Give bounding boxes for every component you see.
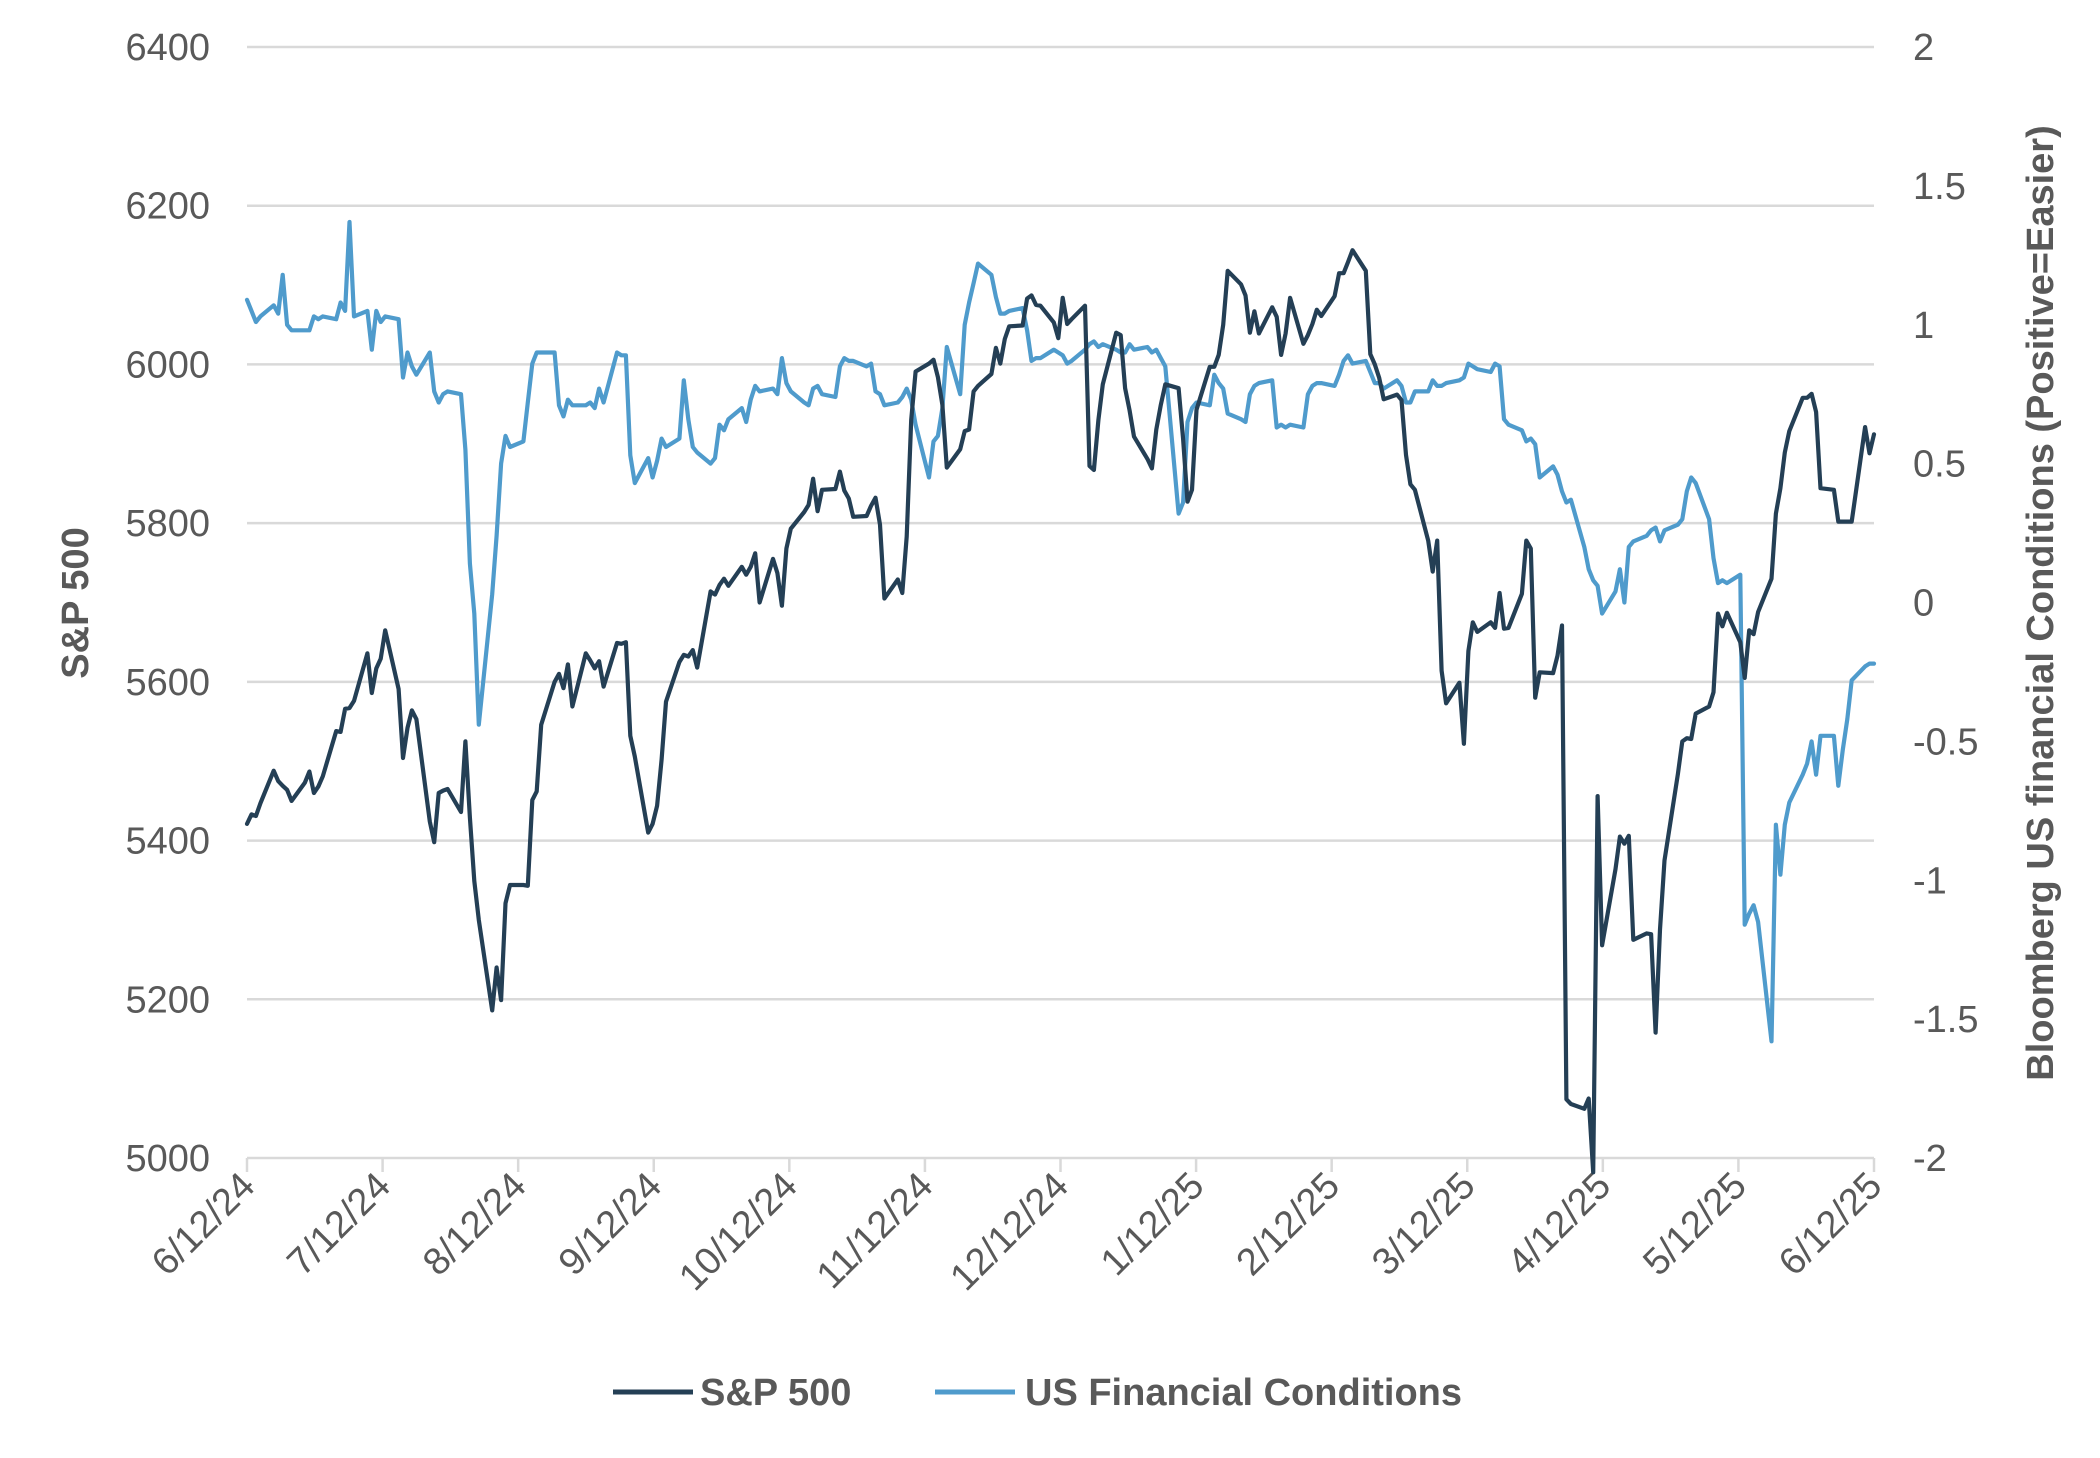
x-tick-label: 8/12/24 — [415, 1165, 534, 1284]
left-y-tick-label: 5400 — [125, 821, 210, 863]
x-tick-label: 5/12/25 — [1635, 1165, 1754, 1284]
x-tick-label: 7/12/24 — [280, 1165, 399, 1284]
legend-label-us-financial-conditions: US Financial Conditions — [1025, 1372, 1462, 1414]
x-tick-label: 9/12/24 — [551, 1165, 670, 1284]
series-line-sp500 — [244, 248, 1877, 1175]
right-y-tick-label: -2 — [1913, 1138, 1947, 1180]
x-tick-label: 11/12/24 — [809, 1165, 941, 1297]
x-tick-label: 12/12/24 — [943, 1165, 1077, 1299]
legend-label-sp500: S&P 500 — [700, 1372, 851, 1414]
right-y-axis-title: Bloomberg US financial Conditions (Posit… — [2020, 125, 2062, 1080]
left-y-tick-label: 5200 — [125, 979, 210, 1021]
x-tick-label: 4/12/25 — [1500, 1165, 1619, 1284]
right-y-tick-label: 2 — [1913, 27, 1934, 69]
left-y-tick-label: 6000 — [125, 344, 210, 386]
x-tick-label: 10/12/24 — [671, 1165, 805, 1299]
right-y-tick-label: 1.5 — [1913, 166, 1966, 208]
series-line-us-financial-conditions — [244, 219, 1877, 1044]
legend: S&P 500 US Financial Conditions — [613, 1372, 1462, 1414]
x-tick-label: 6/12/24 — [144, 1165, 263, 1284]
right-y-tick-label: 1 — [1913, 305, 1934, 347]
left-y-tick-label: 5000 — [125, 1138, 210, 1180]
x-axis: 6/12/24 7/12/24 8/12/24 9/12/24 10/12/24 11/1… — [144, 1158, 1890, 1299]
right-y-tick-label: 0.5 — [1913, 444, 1966, 486]
series-layer — [244, 219, 1877, 1175]
left-y-axis: 5000 5200 5400 5600 5800 6000 6200 6400 — [125, 27, 210, 1180]
right-y-tick-label: -1 — [1913, 860, 1947, 902]
left-y-tick-label: 6400 — [125, 27, 210, 69]
x-tick-label: 6/12/25 — [1771, 1165, 1890, 1284]
right-y-tick-label: 0 — [1913, 583, 1934, 625]
right-y-tick-label: -1.5 — [1913, 999, 1978, 1041]
left-y-tick-label: 5600 — [125, 662, 210, 704]
x-tick-label: 3/12/25 — [1364, 1165, 1483, 1284]
left-y-tick-label: 5800 — [125, 503, 210, 545]
gridlines — [247, 45, 1874, 1160]
right-y-axis: -2 -1.5 -1 -0.5 0 0.5 1 1.5 2 — [1913, 27, 1978, 1180]
right-y-tick-label: -0.5 — [1913, 721, 1978, 763]
x-tick-label: 2/12/25 — [1229, 1165, 1348, 1284]
left-y-axis-title: S&P 500 — [55, 527, 97, 678]
x-tick-label: 1/12/25 — [1093, 1165, 1212, 1284]
left-y-tick-label: 6200 — [125, 186, 210, 228]
